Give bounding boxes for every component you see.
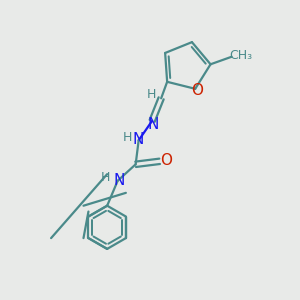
Text: H: H xyxy=(123,131,132,144)
Text: N: N xyxy=(113,173,125,188)
Text: H: H xyxy=(147,88,156,101)
Text: O: O xyxy=(192,83,204,98)
Text: H: H xyxy=(100,171,110,184)
Text: N: N xyxy=(132,132,144,147)
Text: CH₃: CH₃ xyxy=(230,49,253,62)
Text: O: O xyxy=(160,153,172,168)
Text: N: N xyxy=(147,117,158,132)
